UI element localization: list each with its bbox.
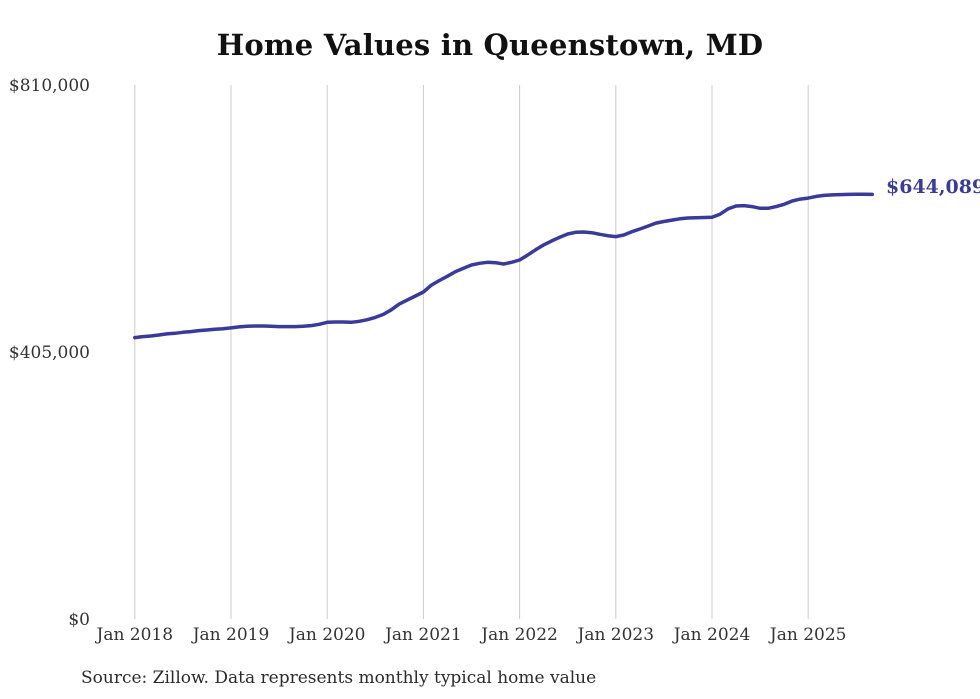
- x-axis-tick-label: Jan 2023: [576, 625, 655, 645]
- x-axis-tick-label: Jan 2024: [672, 625, 751, 645]
- x-axis-tick-label: Jan 2019: [191, 625, 270, 645]
- source-attribution: Source: Zillow. Data represents monthly …: [81, 668, 597, 688]
- y-axis-tick-label: $0: [68, 610, 90, 630]
- chart-title: Home Values in Queenstown, MD: [216, 28, 764, 62]
- home-value-line: [133, 192, 875, 340]
- x-axis-tick-label: Jan 2018: [95, 625, 174, 645]
- x-axis-tick-label: Jan 2021: [383, 625, 462, 645]
- y-axis-tick-label: $405,000: [9, 343, 90, 363]
- x-axis-tick-label: Jan 2025: [768, 625, 847, 645]
- x-axis-tick-label: Jan 2020: [287, 625, 366, 645]
- x-axis-tick-label: Jan 2022: [479, 625, 558, 645]
- latest-value-label: $644,089: [886, 176, 980, 198]
- y-axis-tick-label: $810,000: [9, 76, 90, 96]
